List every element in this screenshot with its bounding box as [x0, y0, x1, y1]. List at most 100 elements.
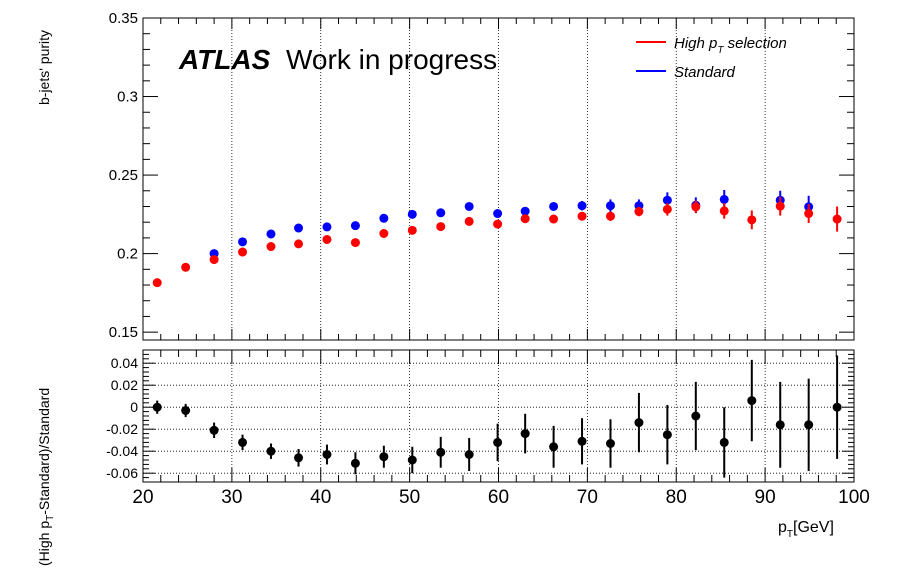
data-point-standard: [549, 201, 559, 211]
data-point-ratio: [775, 420, 785, 430]
legend: High pT selection Standard: [636, 35, 787, 81]
data-point-ratio: [662, 430, 672, 440]
data-point-ratio: [266, 446, 276, 456]
x-axis-title: pT[GeV]: [778, 519, 834, 540]
data-point-standard: [605, 201, 615, 211]
top-y-tick-label: 0.35: [109, 10, 138, 27]
x-tick-label: 20: [132, 487, 153, 508]
data-point-ratio: [322, 450, 332, 459]
data-point-high-pt: [266, 242, 276, 252]
data-point-high-pt: [719, 206, 729, 216]
data-point-standard: [350, 221, 360, 231]
bottom-y-tick-label: -0.02: [106, 421, 138, 437]
legend-label-standard: Standard: [674, 64, 736, 81]
data-point-standard: [266, 229, 276, 239]
data-point-standard: [662, 195, 672, 205]
data-point-high-pt: [379, 229, 389, 239]
data-point-ratio: [407, 455, 417, 465]
x-tick-label: 30: [221, 487, 242, 508]
data-point-standard: [322, 222, 332, 232]
data-point-ratio: [520, 429, 530, 439]
data-point-ratio: [577, 436, 587, 446]
data-point-high-pt: [322, 234, 332, 244]
data-point-standard: [407, 209, 417, 219]
bottom-y-tick-label: -0.04: [106, 443, 138, 459]
data-point-ratio: [691, 411, 701, 421]
data-point-high-pt: [209, 255, 219, 265]
data-point-high-pt: [294, 239, 304, 249]
data-point-standard: [493, 209, 503, 219]
data-point-ratio: [719, 437, 729, 447]
data-point-high-pt: [577, 211, 587, 221]
bottom-data-points: [152, 355, 842, 478]
top-data-points: [152, 189, 842, 288]
data-point-ratio: [804, 420, 814, 430]
bottom-frame: [142, 349, 855, 483]
data-point-high-pt: [181, 262, 191, 272]
data-point-ratio: [605, 439, 615, 448]
data-point-standard: [719, 194, 729, 204]
data-point-ratio: [181, 406, 191, 415]
data-point-standard: [379, 213, 389, 223]
data-point-standard: [294, 223, 304, 233]
data-point-high-pt: [605, 211, 615, 221]
bottom-y-axis-title: (High pT-Standard)/Standard: [36, 388, 56, 566]
data-point-high-pt: [691, 202, 701, 212]
data-point-ratio: [634, 418, 644, 428]
data-point-high-pt: [747, 215, 757, 225]
x-tick-label: 90: [755, 487, 776, 508]
data-point-high-pt: [436, 222, 446, 232]
top-frame: [142, 17, 855, 341]
bottom-grid: [143, 350, 854, 482]
atlas-label: ATLAS: [178, 44, 271, 75]
data-point-ratio: [238, 437, 248, 447]
data-point-ratio: [832, 402, 842, 412]
data-point-ratio: [464, 450, 474, 459]
data-point-ratio: [152, 402, 162, 412]
data-point-ratio: [379, 452, 389, 462]
data-point-ratio: [747, 396, 757, 406]
data-point-high-pt: [634, 207, 644, 217]
data-point-ratio: [209, 425, 219, 435]
bottom-pad: 20 30 40 50 60 70 80 90 100 0.04 0.02 0 -0.02 -0.04 -0…: [106, 349, 870, 508]
data-point-ratio: [549, 442, 559, 452]
data-point-high-pt: [407, 225, 417, 235]
data-point-high-pt: [520, 214, 530, 224]
top-y-tick-label: 0.15: [109, 324, 138, 341]
data-point-ratio: [294, 453, 304, 463]
x-tick-label: 60: [488, 487, 509, 508]
data-point-standard: [464, 201, 474, 211]
data-point-ratio: [350, 458, 360, 468]
data-point-high-pt: [493, 219, 503, 229]
top-y-tick-label: 0.2: [117, 246, 138, 263]
data-point-standard: [577, 201, 587, 211]
top-y-tick-label: 0.25: [109, 167, 138, 184]
bottom-y-tick-label: 0.04: [111, 355, 138, 371]
top-pad: 0.15 0.2 0.25 0.3 0.35: [109, 10, 855, 341]
x-tick-label: 70: [577, 487, 598, 508]
data-point-high-pt: [832, 214, 842, 224]
data-point-high-pt: [775, 201, 785, 211]
x-tick-label: 40: [310, 487, 331, 508]
top-y-tick-label: 0.3: [117, 89, 138, 106]
data-point-ratio: [436, 447, 446, 457]
data-point-standard: [238, 237, 248, 247]
x-tick-label: 50: [399, 487, 420, 508]
x-tick-label: 100: [838, 487, 870, 508]
data-point-high-pt: [238, 247, 248, 257]
top-y-axis-title: b-jets' purity: [36, 30, 52, 105]
data-point-high-pt: [464, 216, 474, 226]
data-point-high-pt: [662, 204, 672, 214]
data-point-standard: [436, 208, 446, 218]
bottom-axis-ticks: 20 30 40 50 60 70 80 90 100 0.04 0.02 0 -0.02 -0.04 -0…: [106, 349, 870, 508]
data-point-high-pt: [152, 278, 162, 288]
data-point-high-pt: [804, 209, 814, 219]
data-point-standard: [520, 206, 530, 216]
data-point-ratio: [493, 437, 503, 447]
top-axis-ticks: 0.15 0.2 0.25 0.3 0.35: [109, 10, 855, 341]
data-point-high-pt: [350, 238, 360, 248]
status-label: Work in progress: [286, 44, 497, 75]
data-point-high-pt: [549, 214, 559, 224]
x-tick-label: 80: [666, 487, 687, 508]
